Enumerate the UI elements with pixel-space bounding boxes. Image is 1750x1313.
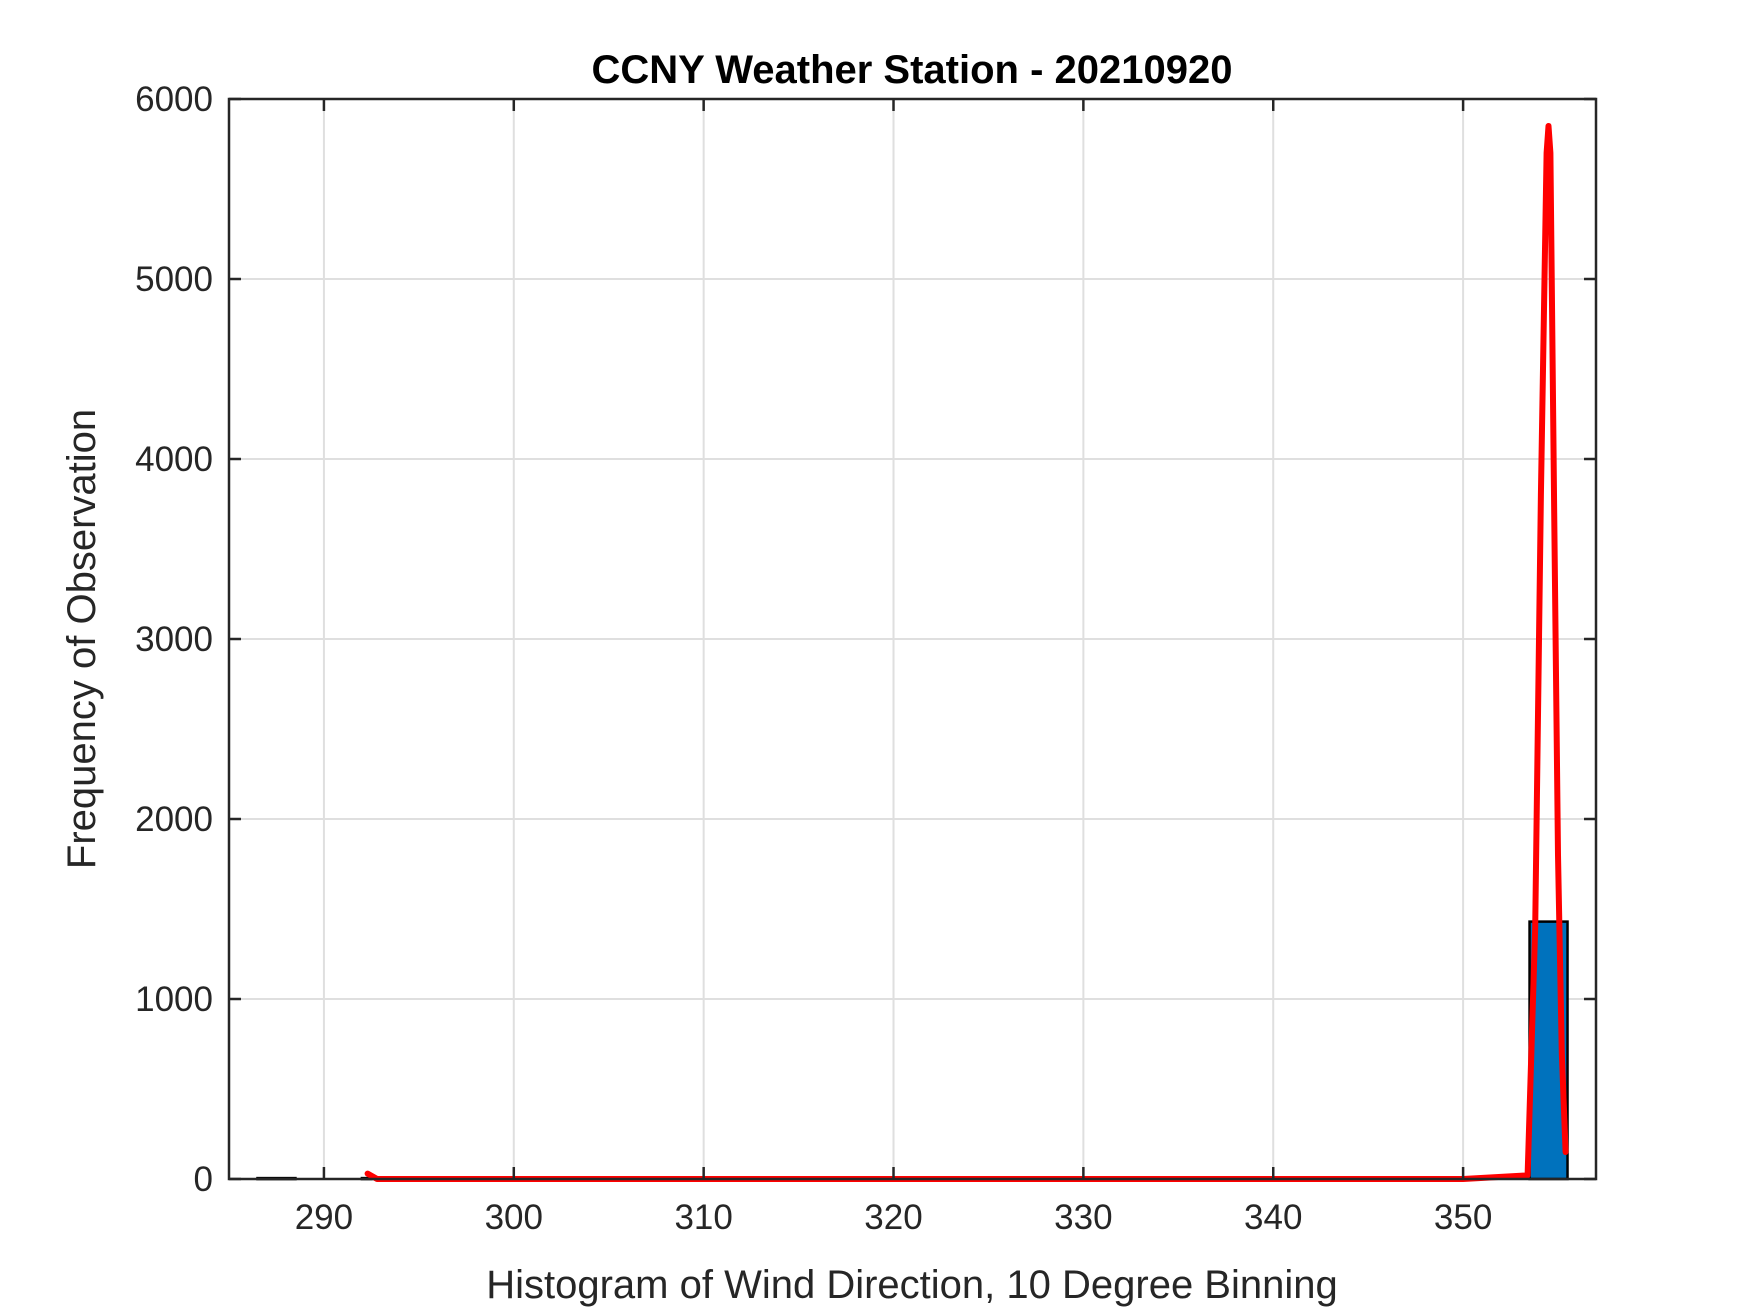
y-tick-label: 0 (194, 1160, 213, 1199)
y-axis-label: Frequency of Observation (60, 409, 104, 869)
y-tick-label: 6000 (135, 80, 213, 119)
y-tick-label: 2000 (135, 800, 213, 839)
y-tick-label: 5000 (135, 260, 213, 299)
y-tick-label: 3000 (135, 620, 213, 659)
x-axis-label: Histogram of Wind Direction, 10 Degree B… (486, 1263, 1338, 1307)
x-tick-label: 330 (1054, 1198, 1112, 1237)
x-tick-label: 290 (295, 1198, 353, 1237)
x-tick-label: 350 (1434, 1198, 1492, 1237)
y-tick-label: 1000 (135, 980, 213, 1019)
grid (229, 99, 1596, 1179)
x-tick-label: 320 (864, 1198, 922, 1237)
chart-title: CCNY Weather Station - 20210920 (592, 48, 1233, 92)
x-tick-label: 340 (1244, 1198, 1302, 1237)
axis-ticks: 290 300 310 320 330 340 350 0 1000 2000 3000 4000 50… (135, 80, 1596, 1237)
x-tick-label: 310 (674, 1198, 732, 1237)
x-tick-label: 300 (485, 1198, 543, 1237)
y-tick-label: 4000 (135, 440, 213, 479)
